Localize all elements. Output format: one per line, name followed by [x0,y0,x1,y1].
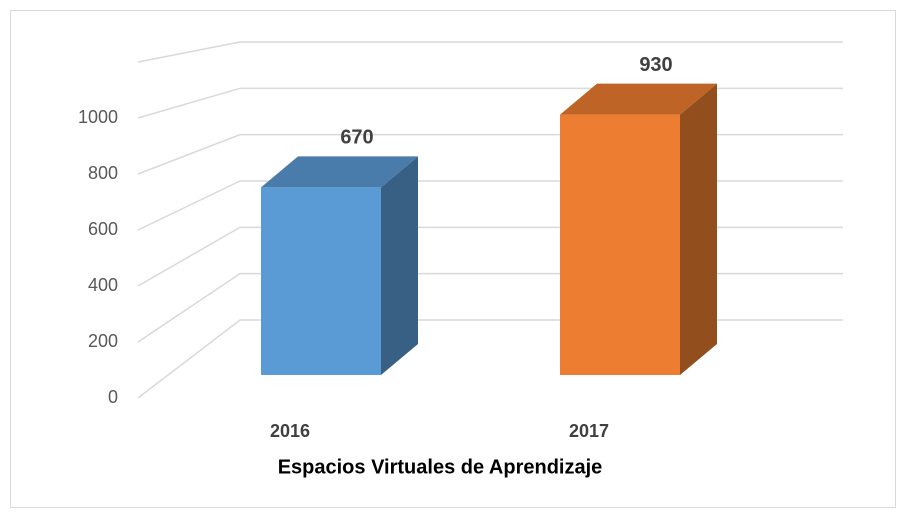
x-tick-label: 2016 [270,421,310,441]
y-tick-label: 400 [88,275,118,295]
x-axis-title: Espacios Virtuales de Aprendizaje [278,456,603,478]
data-label: 670 [340,127,373,149]
bar-side [381,156,418,375]
grid-line [137,41,843,63]
y-tick-label: 1000 [78,107,118,127]
bar-top [261,156,418,188]
bar-top [560,83,717,115]
chart-frame [10,10,896,508]
bar-side [680,83,717,375]
x-tick-label: 2017 [569,421,609,441]
y-tick-label: 800 [88,163,118,183]
y-tick-label: 200 [88,331,118,351]
y-tick-label: 0 [108,387,118,407]
bar [261,187,381,375]
bar [560,114,680,375]
y-tick-label: 600 [88,219,118,239]
data-label: 930 [639,54,672,76]
